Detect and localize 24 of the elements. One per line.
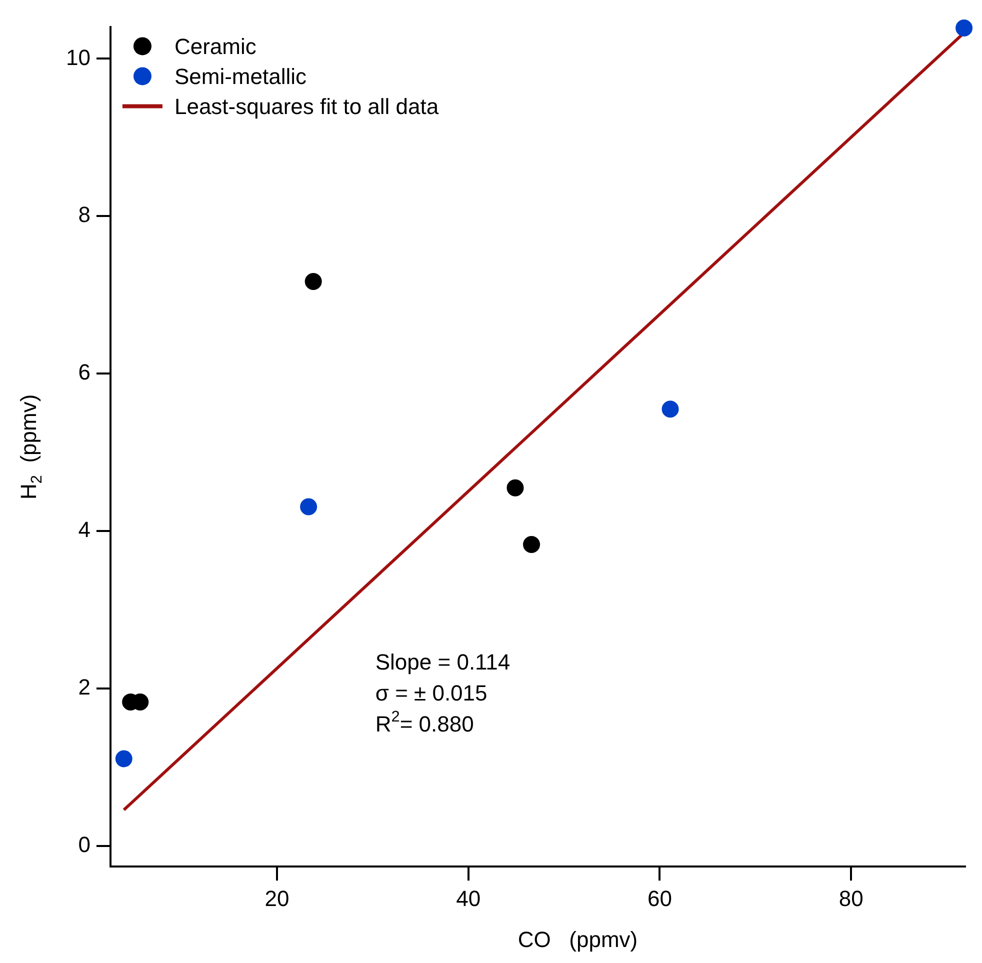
annotation: Slope = 0.114 (375, 649, 510, 674)
legend-label: Semi-metallic (174, 64, 306, 90)
point (523, 536, 540, 554)
point (304, 273, 322, 290)
point (956, 19, 973, 36)
point (506, 479, 524, 496)
x-tick-label: 60 (648, 886, 672, 911)
x-tick-label: 80 (838, 886, 864, 911)
point (300, 498, 318, 516)
point (115, 750, 132, 768)
y-axis-title: H2 (ppmv) (16, 394, 46, 500)
legend-label: Ceramic (174, 34, 256, 60)
y-tick-label: 4 (78, 517, 90, 542)
y-tick-label: 10 (66, 44, 90, 70)
x-tick-label: 20 (264, 886, 290, 911)
point (662, 400, 679, 418)
y-tick-label: 0 (78, 832, 90, 858)
y-tick-label: 2 (78, 674, 90, 700)
y-tick-label: 6 (78, 360, 90, 385)
x-tick-label: 40 (456, 886, 481, 911)
x-axis-title: CO (ppmv) (518, 927, 638, 952)
legend-label: Least-squares fit to all data (174, 94, 440, 120)
y-tick-label: 8 (78, 202, 90, 228)
annotation: σ = ± 0.015 (375, 680, 488, 706)
